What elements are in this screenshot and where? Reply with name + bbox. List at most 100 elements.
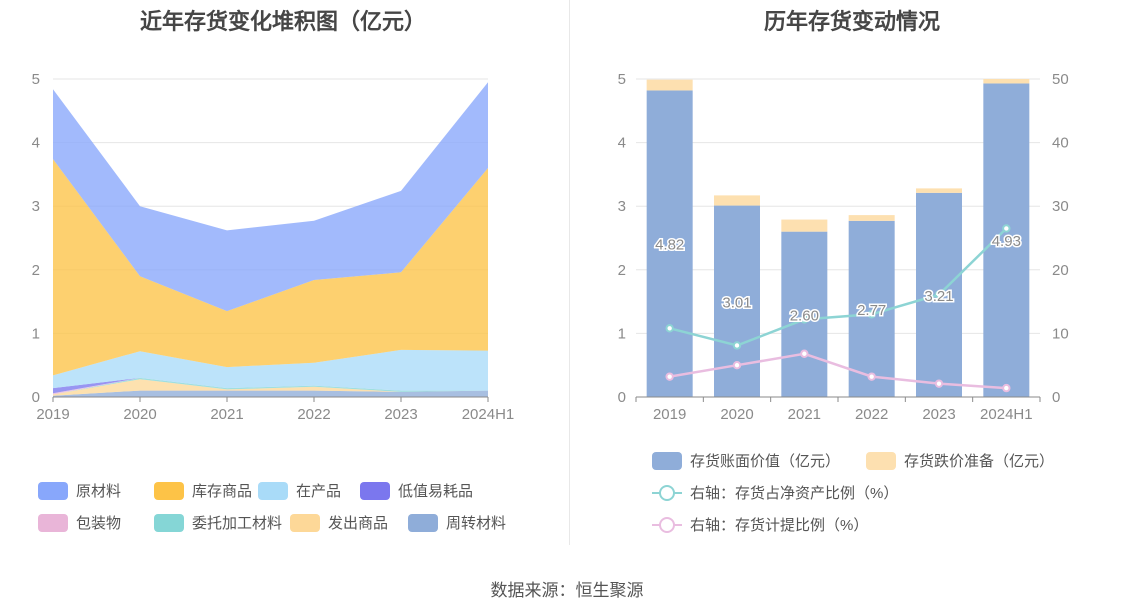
legend-swatch: [38, 481, 68, 500]
legend-label: 低值易耗品: [398, 483, 474, 500]
legend-item[interactable]: 发出商品: [290, 512, 388, 533]
legend-swatch: [360, 481, 390, 500]
area-series-发出商品: [53, 379, 488, 396]
left-y-tick-label: 2: [32, 262, 40, 279]
legend-label: 库存商品: [192, 483, 253, 500]
right-x-tick-label: 2020: [720, 406, 753, 423]
bar-data-label: 2.60: [790, 307, 819, 324]
legend-label: 存货跌价准备（亿元）: [904, 453, 1055, 470]
legend-item[interactable]: 周转材料: [408, 512, 506, 533]
right-y2-tick-label: 40: [1052, 135, 1069, 152]
bar-impairment-provision: [916, 188, 962, 193]
line-point: [732, 361, 742, 370]
right-y-tick-label: 4: [618, 135, 626, 152]
line-point: [732, 341, 742, 350]
data-source-note: 数据来源：恒生聚源: [490, 581, 644, 600]
legend-label: 存货账面价值（亿元）: [690, 453, 841, 470]
left-x-tick-label: 2021: [210, 406, 243, 423]
bar-impairment-provision: [983, 79, 1030, 84]
line-point: [665, 372, 674, 381]
legend-item[interactable]: 存货跌价准备（亿元）: [866, 450, 1054, 471]
right-y-tick-label: 0: [618, 389, 626, 406]
right-y-tick-label: 2: [618, 262, 626, 279]
left-y-tick-label: 5: [32, 71, 40, 88]
line-point: [934, 290, 944, 299]
legend-item[interactable]: 在产品: [258, 480, 341, 501]
right-x-tick-label: 2019: [653, 406, 686, 423]
legend-item[interactable]: 库存商品: [154, 480, 252, 501]
right-y-tick-label: 1: [618, 325, 626, 342]
right-x-tick-label: 2023: [922, 406, 955, 423]
left-y-tick-label: 0: [32, 389, 40, 406]
bar-data-label: 2.77: [857, 302, 886, 319]
left-y-tick-label: 3: [32, 198, 40, 215]
legend-swatch: [652, 451, 682, 470]
area-series-原材料: [53, 82, 488, 312]
legend-item[interactable]: 存货账面价值（亿元）: [652, 450, 840, 471]
line-point: [867, 372, 876, 381]
line-point: [934, 379, 944, 388]
bar-book-value: [781, 231, 828, 397]
legend-marker: [659, 516, 675, 533]
legend-label: 周转材料: [446, 515, 507, 532]
right-y2-tick-label: 20: [1052, 262, 1069, 279]
right-y-tick-label: 3: [618, 198, 626, 215]
left-y-tick-label: 4: [32, 135, 40, 152]
line-series-右轴：存货占净资产比例（%）: [669, 227, 1008, 347]
bar-data-label: 3.21: [924, 288, 953, 305]
legend-swatch: [408, 513, 438, 532]
left-x-tick-label: 2022: [297, 406, 330, 423]
left-x-tick-label: 2024H1: [462, 406, 515, 423]
legend-label: 发出商品: [328, 515, 389, 532]
area-series-在产品: [53, 349, 488, 391]
legend-label: 右轴：存货占净资产比例（%）: [690, 485, 899, 502]
legend-swatch: [866, 451, 896, 470]
legend-item[interactable]: 包装物: [38, 512, 121, 533]
area-series-库存商品: [53, 159, 488, 376]
legend-item[interactable]: 低值易耗品: [360, 480, 473, 501]
bar-impairment-provision: [714, 195, 760, 206]
legend-marker: [659, 484, 675, 501]
line-point: [800, 315, 809, 324]
line-point: [665, 324, 674, 333]
area-series-周转材料: [53, 390, 488, 397]
bar-impairment-provision: [781, 219, 828, 232]
legend-swatch: [652, 516, 682, 534]
right-y2-tick-label: 10: [1052, 325, 1069, 342]
legend-swatch: [38, 513, 68, 532]
legend-item[interactable]: 委托加工材料: [154, 512, 282, 533]
bar-book-value: [646, 90, 693, 397]
line-point: [1002, 383, 1011, 393]
legend-item[interactable]: 右轴：存货占净资产比例（%）: [652, 482, 898, 503]
legend-swatch: [154, 513, 184, 532]
right-y2-tick-label: 50: [1052, 71, 1069, 88]
right-x-tick-label: 2021: [788, 406, 821, 423]
right-x-tick-label: 2024H1: [980, 406, 1033, 423]
legend-item[interactable]: 右轴：存货计提比例（%）: [652, 514, 868, 535]
right-y2-tick-label: 30: [1052, 198, 1069, 215]
left-x-tick-label: 2019: [36, 406, 69, 423]
right-y-tick-label: 5: [618, 71, 626, 88]
line-point: [800, 349, 809, 358]
line-point: [867, 310, 876, 319]
left-y-tick-label: 1: [32, 325, 40, 342]
legend-swatch: [258, 481, 288, 500]
bar-data-label: 4.82: [655, 237, 684, 254]
bar-book-value: [983, 83, 1030, 398]
line-point: [1002, 224, 1011, 233]
legend-swatch: [154, 481, 184, 500]
legend-swatch: [290, 513, 320, 532]
legend-label: 原材料: [76, 483, 122, 500]
legend-item[interactable]: 原材料: [38, 480, 121, 501]
legend-label: 委托加工材料: [192, 515, 283, 532]
line-series-右轴：存货计提比例（%）: [669, 352, 1007, 390]
bar-data-label: 4.93: [992, 233, 1021, 250]
bar-impairment-provision: [646, 79, 693, 91]
right-chart-title: 历年存货变动情况: [763, 9, 940, 34]
legend-swatch: [652, 484, 682, 502]
left-x-tick-label: 2023: [384, 406, 417, 423]
right-y2-tick-label: 0: [1052, 389, 1060, 406]
left-x-tick-label: 2020: [123, 406, 156, 423]
left-chart-title: 近年存货变化堆积图（亿元）: [139, 9, 426, 34]
